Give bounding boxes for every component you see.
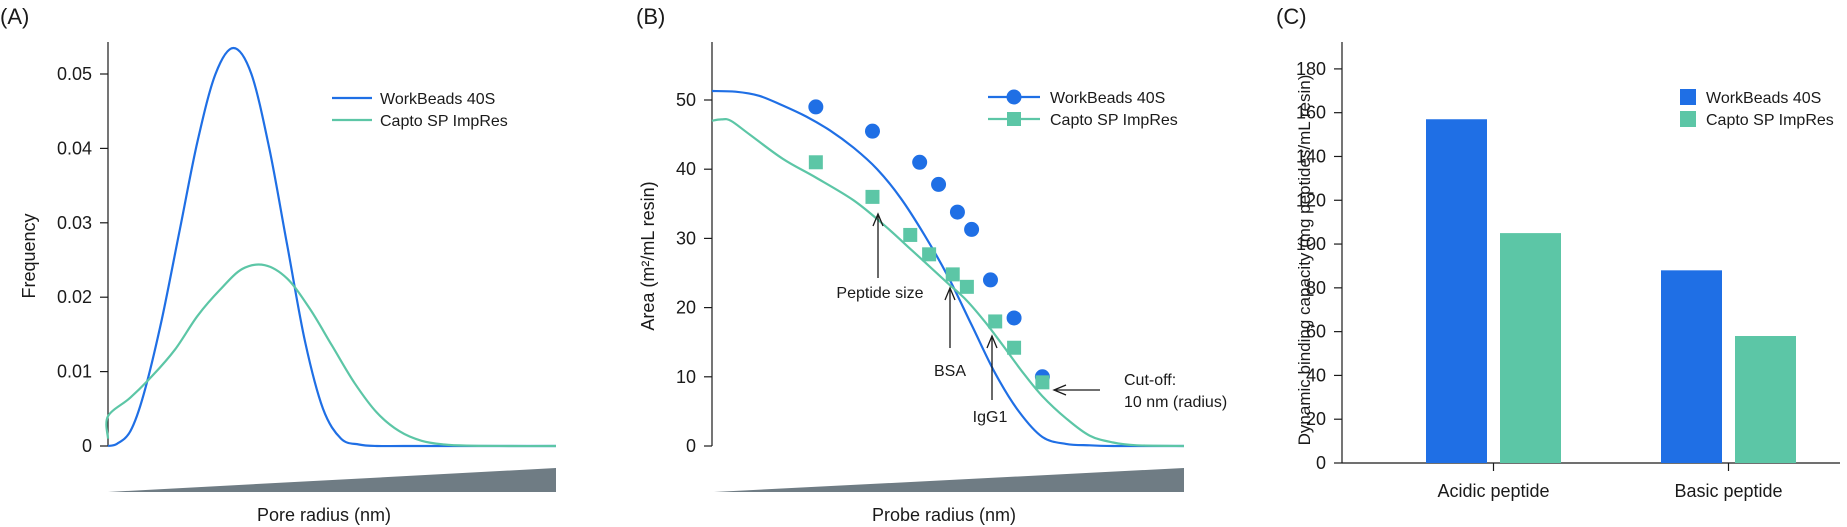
panel-b-point-capto <box>959 279 974 294</box>
annotation-igg1: IgG1 <box>973 409 1008 426</box>
panel-a-y-tick-label: 0.04 <box>57 138 92 158</box>
panel-c-y-tick-label: 20 <box>1306 409 1326 429</box>
panel-b-legend-label-capto: Capto SP ImpRes <box>1050 112 1178 129</box>
panel-a-pore-radius-wedge <box>108 468 556 492</box>
panel-c-legend-label-capto: Capto SP ImpRes <box>1706 112 1834 129</box>
annotation-arrowhead-igg1 <box>986 334 998 349</box>
panel-b-point-capto <box>808 155 823 170</box>
panel-c-bar-capto <box>1500 233 1561 463</box>
panel-c-bar-workbeads <box>1426 119 1487 464</box>
panel-c-y-tick-label: 0 <box>1316 453 1326 473</box>
panel-b-y-tick-label: 30 <box>676 228 696 248</box>
panel-c-category-label: Acidic peptide <box>1437 481 1549 501</box>
panel-b-y-title: Area (m²/mL resin) <box>638 181 658 330</box>
panel-a-y-tick-label: 0.02 <box>57 287 92 307</box>
panel-a: (A) Frequency Pore radius (nm) 0 0.01 0.02… <box>0 4 557 525</box>
panel-b-y-tick-label: 10 <box>676 367 696 387</box>
panel-b-point-capto <box>922 247 937 262</box>
panel-a-y-tick-label: 0.01 <box>57 362 92 382</box>
panel-b-point-workbeads <box>964 221 980 237</box>
panel-b-point-capto <box>1007 340 1022 355</box>
panel-b-y-tick-label: 50 <box>676 90 696 110</box>
panel-c-label: (C) <box>1276 4 1307 29</box>
annotation-arrowhead-peptide-size <box>872 212 884 227</box>
panel-a-legend-label-workbeads: WorkBeads 40S <box>380 91 495 108</box>
panel-b-point-capto <box>1035 375 1050 390</box>
panel-b-point-workbeads <box>808 99 824 115</box>
panel-c-y-tick-label: 180 <box>1296 59 1326 79</box>
panel-a-x-title: Pore radius (nm) <box>257 505 391 525</box>
panel-b-point-capto <box>945 267 960 282</box>
panel-c-y-tick-label: 140 <box>1296 146 1326 166</box>
panel-b-point-workbeads <box>982 272 998 288</box>
annotation-cut-off-detail: 10 nm (radius) <box>1124 394 1227 411</box>
annotation-arrowhead-cut-off <box>1052 384 1067 396</box>
panel-b-point-workbeads <box>912 154 928 170</box>
panel-c-category-label: Basic peptide <box>1674 481 1782 501</box>
panel-c-y-tick-label: 100 <box>1296 234 1326 254</box>
panel-c-y-title: Dynamic binding capacity (mg peptides/mL… <box>1295 75 1314 446</box>
panel-c: (C) Dynamic binding capacity (mg peptide… <box>1276 4 1840 501</box>
panel-b-annotations: Peptide size BSA IgG1 Cut-off: 10 nm (ra… <box>836 212 1227 426</box>
panel-a-y-tick-label: 0.03 <box>57 213 92 233</box>
panel-c-legend-swatch-workbeads <box>1680 89 1696 105</box>
annotation-cut-off: Cut-off: <box>1124 372 1176 389</box>
panel-b-point-workbeads <box>1006 310 1022 326</box>
panel-c-legend-label-workbeads: WorkBeads 40S <box>1706 90 1821 107</box>
panel-a-line-capto <box>105 263 557 448</box>
panel-a-label: (A) <box>0 4 29 29</box>
panel-c-bar-workbeads <box>1661 270 1722 463</box>
annotation-bsa: BSA <box>934 363 966 380</box>
panel-b-x-title: Probe radius (nm) <box>872 505 1016 525</box>
panel-c-legend: WorkBeads 40S Capto SP ImpRes <box>1680 89 1834 129</box>
panel-c-y-tick-label: 80 <box>1306 278 1326 298</box>
panel-b-probe-radius-wedge <box>714 468 1184 492</box>
panel-c-y-tick-label: 60 <box>1306 322 1326 342</box>
panel-a-line-workbeads <box>107 46 556 448</box>
panel-b-line-capto <box>711 118 1185 448</box>
panel-b-y-tick-label: 40 <box>676 159 696 179</box>
panel-b-legend-marker-capto <box>1007 112 1021 126</box>
annotation-arrowhead-bsa <box>944 286 956 301</box>
panel-c-y-tick-label: 40 <box>1306 365 1326 385</box>
panel-b-y-tick-label: 20 <box>676 298 696 318</box>
panel-b-y-tick-label: 0 <box>686 436 696 456</box>
panel-b-legend-label-workbeads: WorkBeads 40S <box>1050 90 1165 107</box>
panel-a-legend-label-capto: Capto SP ImpRes <box>380 113 508 130</box>
panel-b-point-capto <box>903 227 918 242</box>
panel-b-point-workbeads <box>931 176 947 192</box>
panel-c-y-tick-label: 160 <box>1296 103 1326 123</box>
panel-b: (B) Area (m²/mL resin) Probe radius (nm)… <box>636 4 1227 525</box>
annotation-peptide-size: Peptide size <box>836 285 923 302</box>
panel-a-y-title: Frequency <box>19 213 39 298</box>
panel-a-y-tick-label: 0 <box>82 436 92 456</box>
panel-c-y-tick-label: 120 <box>1296 190 1326 210</box>
panel-b-label: (B) <box>636 4 665 29</box>
panel-a-y-tick-label: 0.05 <box>57 64 92 84</box>
panel-b-point-capto <box>988 314 1003 329</box>
panel-a-legend: WorkBeads 40S Capto SP ImpRes <box>332 91 508 130</box>
panel-b-legend-marker-workbeads <box>1006 89 1022 105</box>
panel-b-point-workbeads <box>864 123 880 139</box>
panel-c-bar-capto <box>1735 336 1796 463</box>
panel-c-legend-swatch-capto <box>1680 111 1696 127</box>
panel-b-point-workbeads <box>949 204 965 220</box>
panel-b-point-capto <box>865 189 880 204</box>
panel-b-legend: WorkBeads 40S Capto SP ImpRes <box>988 89 1178 129</box>
